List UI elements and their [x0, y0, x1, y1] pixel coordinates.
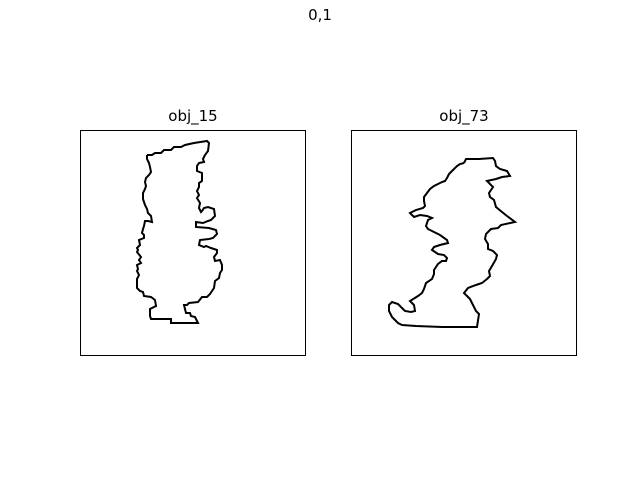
contour-obj-15 — [135, 139, 223, 324]
panel-title-obj-73: obj_73 — [439, 107, 489, 125]
panel-obj-73 — [351, 130, 577, 356]
figure-title: 0,1 — [308, 6, 332, 24]
contour-obj-73 — [388, 156, 518, 328]
panel-obj-15 — [80, 130, 306, 356]
panel-title-obj-15: obj_15 — [168, 107, 218, 125]
